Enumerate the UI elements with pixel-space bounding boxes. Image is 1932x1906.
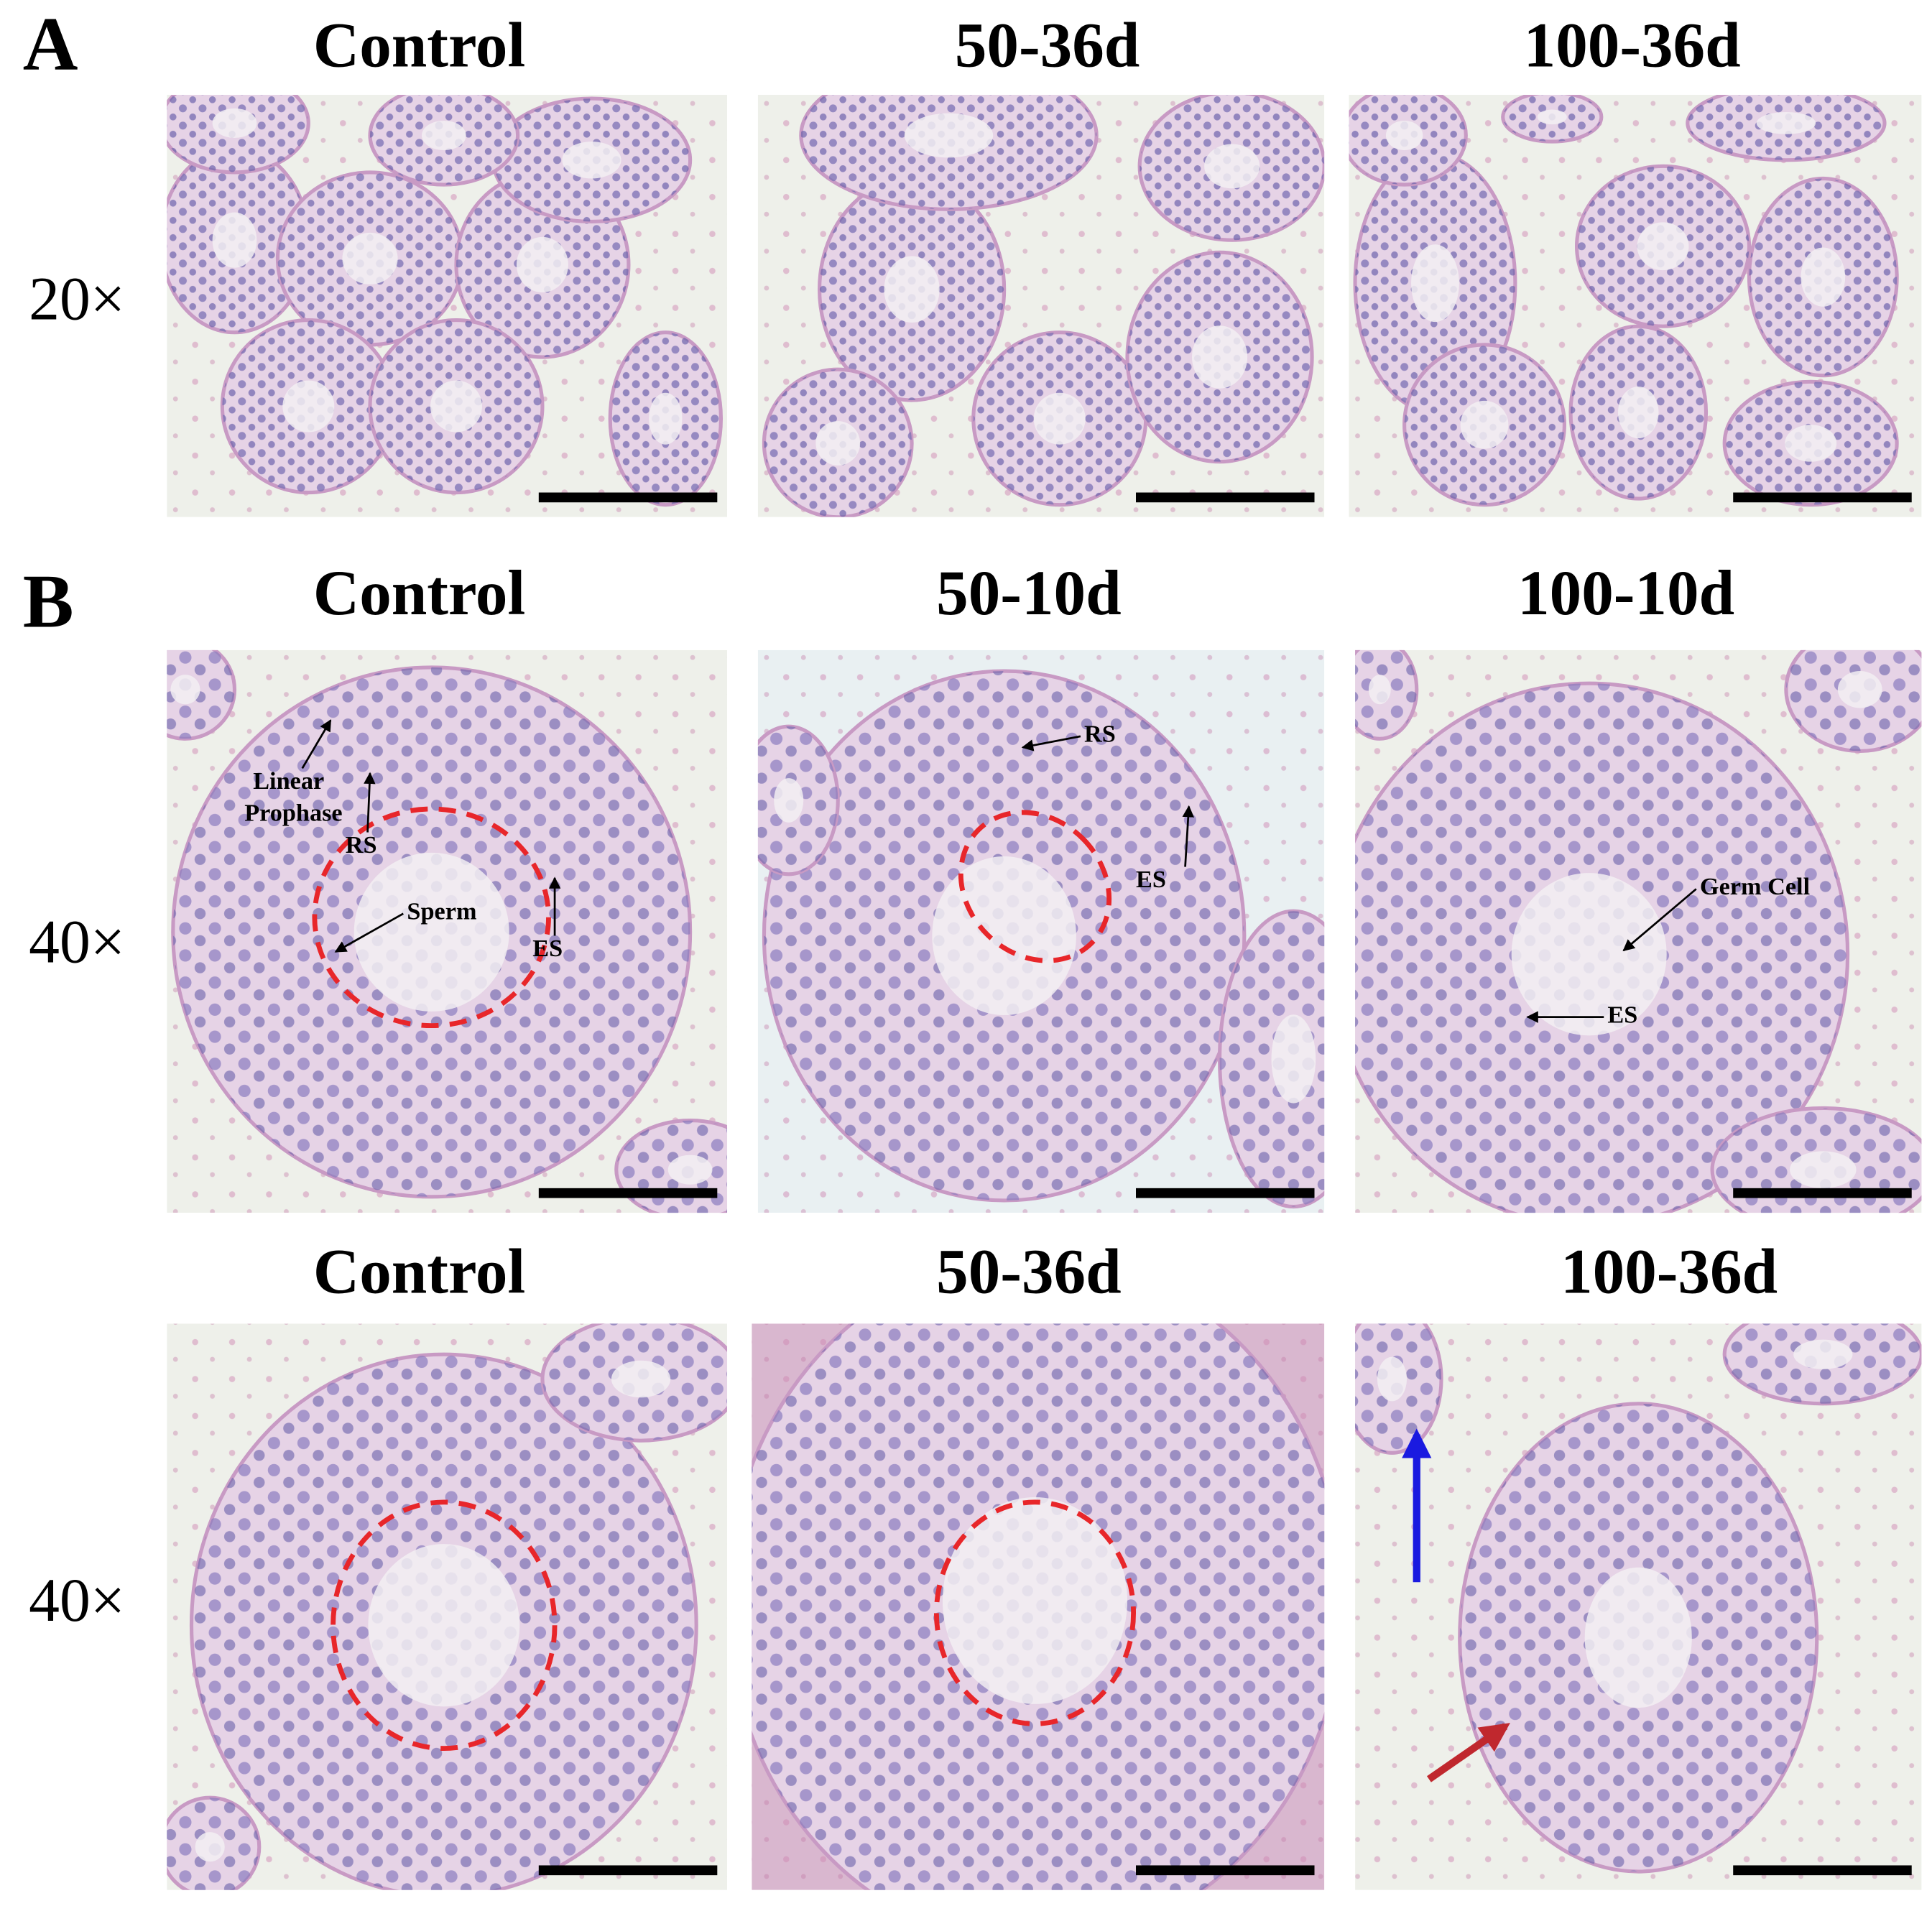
lumen: [342, 232, 398, 284]
micrograph: [1355, 1323, 1922, 1890]
scale-bar: [1136, 492, 1315, 503]
annotation: Sperm: [407, 898, 476, 925]
annotation: Germ Cell: [1700, 873, 1810, 900]
magnification-label: 40×: [29, 1566, 125, 1634]
lumen: [1584, 1567, 1692, 1708]
scale-bar: [1136, 1188, 1315, 1198]
lumen: [1637, 222, 1689, 271]
annotation: ES: [1607, 1001, 1637, 1028]
lumen: [1377, 1356, 1408, 1402]
lumen: [1756, 111, 1816, 134]
scale-bar: [538, 1188, 718, 1198]
lumen: [904, 113, 994, 158]
lumen: [1271, 1014, 1316, 1104]
lumen: [1204, 144, 1260, 189]
annotation: RS: [346, 831, 377, 859]
lumen: [815, 421, 861, 466]
micrograph: [167, 94, 728, 517]
lumen: [1191, 325, 1248, 389]
section-label: B: [23, 559, 74, 644]
section-label: A: [23, 1, 78, 85]
annotation-arrow: [1021, 735, 1081, 751]
lumen: [430, 380, 482, 432]
magnification-label: 20×: [29, 265, 125, 333]
lumen: [516, 236, 568, 293]
red-arrow: [1426, 1723, 1510, 1782]
lumen: [1511, 873, 1667, 1036]
panel-title: 50-36d: [936, 1236, 1121, 1307]
scale-bar: [1733, 492, 1912, 503]
lumen: [884, 256, 940, 323]
lumen: [1368, 675, 1391, 705]
lumen-outline: [312, 806, 551, 1029]
lumen: [611, 1360, 671, 1398]
lumen-outline: [331, 1499, 558, 1752]
lumen: [1411, 244, 1459, 323]
panel-title: 100-10d: [1517, 558, 1734, 629]
scale-bar: [1136, 1865, 1315, 1876]
magnification-label: 40×: [29, 907, 125, 976]
lumen: [649, 392, 683, 445]
lumen: [282, 380, 335, 432]
annotation-arrow: [334, 912, 404, 953]
lumen: [195, 1832, 225, 1862]
lumen: [562, 142, 621, 179]
lumen: [353, 852, 509, 1012]
panel-title: Control: [313, 1236, 525, 1307]
lumen: [170, 675, 200, 705]
scale-bar: [1733, 1188, 1912, 1198]
micrograph: [757, 94, 1325, 517]
lumen: [1801, 247, 1846, 307]
lumen: [1460, 400, 1509, 449]
annotation-arrow: [1182, 805, 1195, 867]
scale-bar: [1733, 1865, 1912, 1876]
micrograph: [757, 649, 1325, 1213]
lumen: [774, 778, 804, 823]
lumen-outline: [933, 1499, 1137, 1726]
lumen: [212, 108, 257, 138]
panel-title: 50-10d: [936, 558, 1121, 629]
lumen: [1793, 1339, 1853, 1369]
panel-title: Control: [313, 558, 525, 629]
micrograph: [167, 1323, 728, 1890]
annotation-arrow: [364, 772, 376, 833]
lumen: [1837, 671, 1882, 708]
annotation: RS: [1084, 721, 1116, 748]
annotation-arrow: [301, 719, 332, 769]
panel-title: 100-36d: [1561, 1236, 1778, 1307]
lumen: [368, 1544, 520, 1707]
panel-title: 50-36d: [955, 10, 1140, 80]
tubule-cells: [167, 649, 235, 739]
lumen: [932, 856, 1076, 1016]
lumen: [1785, 425, 1837, 462]
lumen: [212, 212, 257, 268]
scale-bar: [538, 1865, 718, 1876]
lumen: [421, 120, 466, 151]
lumen: [1537, 109, 1567, 125]
lumen: [667, 1155, 713, 1185]
annotation: ES: [1136, 866, 1166, 893]
panel-title: 100-36d: [1524, 10, 1741, 80]
micrograph: [167, 649, 728, 1213]
lumen: [942, 1497, 1128, 1704]
micrograph: [1349, 94, 1922, 517]
annotation-arrow: [1622, 888, 1697, 952]
annotation: Linear: [253, 767, 324, 795]
lumen: [1385, 120, 1423, 151]
annotation: ES: [532, 935, 563, 962]
lumen: [1617, 387, 1659, 439]
annotation: Prophase: [244, 799, 342, 826]
micrograph: [1355, 649, 1922, 1213]
lumen: [1033, 392, 1086, 445]
lumen: [1790, 1151, 1857, 1188]
panel-title: Control: [313, 10, 525, 80]
scale-bar: [538, 492, 718, 503]
micrograph: [752, 1323, 1325, 1890]
lumen-outline: [958, 810, 1112, 963]
